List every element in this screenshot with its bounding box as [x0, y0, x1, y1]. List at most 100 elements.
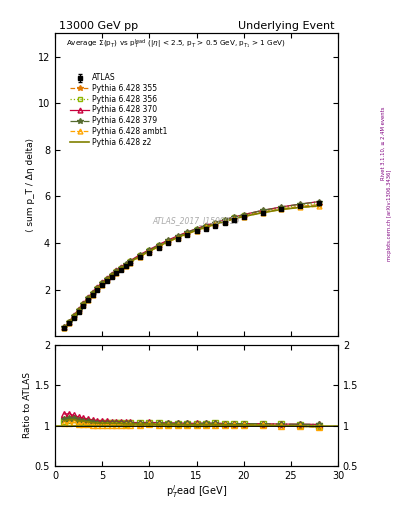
- Pythia 6.428 z2: [119, 265, 123, 271]
- Pythia 6.428 370: [138, 251, 142, 258]
- Pythia 6.428 355: [260, 209, 265, 215]
- Pythia 6.428 355: [222, 218, 227, 224]
- Pythia 6.428 ambt1: [317, 203, 321, 209]
- Pythia 6.428 379: [156, 242, 161, 248]
- Pythia 6.428 370: [241, 211, 246, 218]
- Pythia 6.428 355: [81, 301, 86, 307]
- Pythia 6.428 ambt1: [241, 214, 246, 220]
- Pythia 6.428 356: [138, 252, 142, 259]
- Pythia 6.428 379: [260, 207, 265, 214]
- Pythia 6.428 ambt1: [90, 291, 95, 297]
- Pythia 6.428 ambt1: [72, 314, 76, 320]
- Pythia 6.428 356: [147, 247, 152, 253]
- Pythia 6.428 379: [222, 217, 227, 223]
- Pythia 6.428 355: [166, 238, 171, 244]
- Pythia 6.428 370: [72, 312, 76, 318]
- Pythia 6.428 370: [156, 242, 161, 248]
- Pythia 6.428 379: [95, 285, 100, 291]
- Pythia 6.428 355: [114, 268, 119, 274]
- Pythia 6.428 356: [185, 229, 189, 236]
- Pythia 6.428 356: [175, 233, 180, 240]
- Pythia 6.428 ambt1: [204, 224, 208, 230]
- Pythia 6.428 z2: [123, 262, 128, 268]
- Pythia 6.428 355: [90, 290, 95, 296]
- Pythia 6.428 370: [114, 267, 119, 273]
- Pythia 6.428 370: [95, 284, 100, 290]
- Pythia 6.428 379: [317, 199, 321, 205]
- Pythia 6.428 356: [232, 215, 237, 221]
- Pythia 6.428 z2: [317, 203, 321, 209]
- Pythia 6.428 370: [62, 324, 67, 330]
- Pythia 6.428 z2: [222, 218, 227, 224]
- Pythia 6.428 ambt1: [260, 209, 265, 216]
- Pythia 6.428 356: [213, 220, 218, 226]
- Pythia 6.428 355: [156, 243, 161, 249]
- Line: Pythia 6.428 356: Pythia 6.428 356: [62, 201, 321, 330]
- Pythia 6.428 356: [128, 259, 133, 265]
- Pythia 6.428 z2: [128, 259, 133, 265]
- Pythia 6.428 355: [128, 259, 133, 265]
- Pythia 6.428 z2: [166, 239, 171, 245]
- Pythia 6.428 ambt1: [194, 228, 199, 234]
- Pythia 6.428 ambt1: [298, 204, 303, 210]
- Pythia 6.428 379: [81, 301, 86, 307]
- Pythia 6.428 379: [232, 214, 237, 220]
- Text: Rivet 3.1.10, ≥ 2.4M events: Rivet 3.1.10, ≥ 2.4M events: [381, 106, 386, 180]
- Pythia 6.428 z2: [298, 204, 303, 210]
- Pythia 6.428 379: [72, 313, 76, 319]
- X-axis label: p$_T^{l}$ead [GeV]: p$_T^{l}$ead [GeV]: [166, 483, 227, 500]
- Pythia 6.428 ambt1: [279, 206, 284, 212]
- Pythia 6.428 356: [156, 242, 161, 248]
- Pythia 6.428 370: [185, 229, 189, 235]
- Pythia 6.428 370: [67, 318, 72, 325]
- Pythia 6.428 355: [72, 313, 76, 319]
- Text: Average $\Sigma$(p$_T$) vs p$_T^{\mathrm{lead}}$ ($|\eta|$ < 2.5, p$_T$ > 0.5 Ge: Average $\Sigma$(p$_T$) vs p$_T^{\mathrm…: [66, 38, 286, 51]
- Pythia 6.428 356: [62, 325, 67, 331]
- Pythia 6.428 379: [105, 276, 109, 282]
- Pythia 6.428 379: [279, 204, 284, 210]
- Pythia 6.428 370: [81, 300, 86, 306]
- Pythia 6.428 379: [185, 229, 189, 236]
- Pythia 6.428 379: [86, 295, 90, 302]
- Pythia 6.428 z2: [86, 295, 90, 302]
- Text: mcplots.cern.ch [arXiv:1306.3436]: mcplots.cern.ch [arXiv:1306.3436]: [387, 169, 391, 261]
- Pythia 6.428 370: [317, 199, 321, 205]
- Pythia 6.428 z2: [241, 214, 246, 220]
- Pythia 6.428 356: [95, 285, 100, 291]
- Pythia 6.428 370: [260, 207, 265, 214]
- Pythia 6.428 370: [213, 220, 218, 226]
- Pythia 6.428 370: [222, 217, 227, 223]
- Pythia 6.428 356: [260, 208, 265, 214]
- Pythia 6.428 379: [298, 201, 303, 207]
- Pythia 6.428 355: [279, 206, 284, 212]
- Pythia 6.428 355: [95, 285, 100, 291]
- Pythia 6.428 379: [62, 324, 67, 330]
- Pythia 6.428 ambt1: [123, 263, 128, 269]
- Pythia 6.428 356: [166, 238, 171, 244]
- Pythia 6.428 z2: [175, 234, 180, 241]
- Pythia 6.428 z2: [204, 224, 208, 230]
- Pythia 6.428 356: [123, 262, 128, 268]
- Pythia 6.428 ambt1: [67, 320, 72, 326]
- Pythia 6.428 370: [194, 225, 199, 231]
- Pythia 6.428 355: [194, 227, 199, 233]
- Pythia 6.428 379: [67, 319, 72, 325]
- Pythia 6.428 356: [67, 319, 72, 326]
- Pythia 6.428 379: [76, 307, 81, 313]
- Pythia 6.428 ambt1: [119, 266, 123, 272]
- Pythia 6.428 z2: [147, 248, 152, 254]
- Pythia 6.428 370: [123, 261, 128, 267]
- Pythia 6.428 ambt1: [62, 325, 67, 331]
- Pythia 6.428 370: [166, 237, 171, 243]
- Legend: ATLAS, Pythia 6.428 355, Pythia 6.428 356, Pythia 6.428 370, Pythia 6.428 379, P: ATLAS, Pythia 6.428 355, Pythia 6.428 35…: [70, 73, 168, 146]
- Pythia 6.428 356: [241, 212, 246, 218]
- Pythia 6.428 370: [204, 222, 208, 228]
- Pythia 6.428 ambt1: [109, 273, 114, 280]
- Text: Underlying Event: Underlying Event: [237, 20, 334, 31]
- Pythia 6.428 355: [105, 276, 109, 282]
- Pythia 6.428 370: [128, 258, 133, 264]
- Pythia 6.428 370: [298, 201, 303, 207]
- Pythia 6.428 356: [109, 272, 114, 278]
- Pythia 6.428 z2: [109, 272, 114, 278]
- Y-axis label: Ratio to ATLAS: Ratio to ATLAS: [23, 372, 32, 438]
